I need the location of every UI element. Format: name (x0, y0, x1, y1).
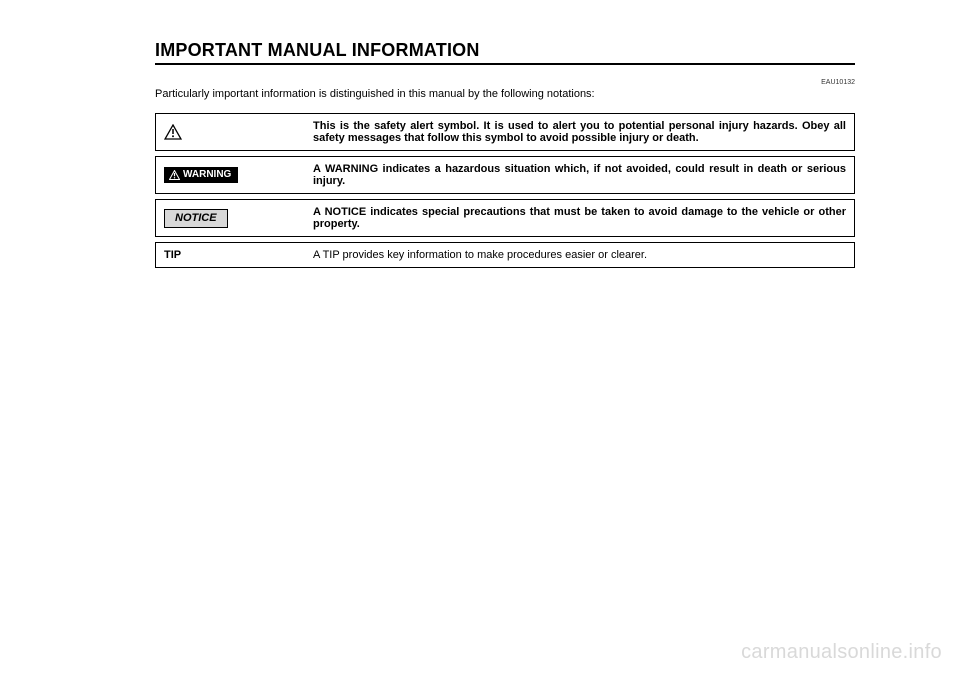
alert-triangle-icon (169, 170, 180, 180)
label-cell-alert (155, 113, 305, 151)
page-title: IMPORTANT MANUAL INFORMATION (155, 40, 855, 61)
notice-label: NOTICE (175, 212, 217, 224)
desc-cell: A TIP provides key information to make p… (305, 242, 855, 268)
table-row: NOTICE A NOTICE indicates special precau… (155, 199, 855, 237)
desc-text: A TIP provides key information to make p… (313, 249, 647, 261)
notations-table: This is the safety alert symbol. It is u… (155, 108, 855, 273)
warning-badge: WARNING (164, 167, 238, 183)
label-cell-warning: WARNING (155, 156, 305, 194)
notice-badge: NOTICE (164, 209, 228, 228)
manual-page: IMPORTANT MANUAL INFORMATION EAU10132 Pa… (155, 40, 855, 273)
label-cell-notice: NOTICE (155, 199, 305, 237)
intro-text: Particularly important information is di… (155, 88, 855, 100)
warning-label: WARNING (183, 170, 231, 180)
desc-cell: A NOTICE indicates special precautions t… (305, 199, 855, 237)
title-block: IMPORTANT MANUAL INFORMATION (155, 40, 855, 65)
page-code: EAU10132 (155, 79, 855, 86)
table-row: WARNING A WARNING indicates a hazardous … (155, 156, 855, 194)
label-cell-tip: TIP (155, 242, 305, 268)
table-row: TIP A TIP provides key information to ma… (155, 242, 855, 268)
desc-cell: This is the safety alert symbol. It is u… (305, 113, 855, 151)
desc-text: This is the safety alert symbol. It is u… (313, 120, 846, 144)
desc-text: A NOTICE indicates special precautions t… (313, 206, 846, 230)
tip-label: TIP (164, 249, 181, 261)
table-row: This is the safety alert symbol. It is u… (155, 113, 855, 151)
desc-text: A WARNING indicates a hazardous situatio… (313, 163, 846, 187)
desc-cell: A WARNING indicates a hazardous situatio… (305, 156, 855, 194)
watermark: carmanualsonline.info (741, 641, 942, 664)
alert-triangle-icon (164, 124, 297, 140)
